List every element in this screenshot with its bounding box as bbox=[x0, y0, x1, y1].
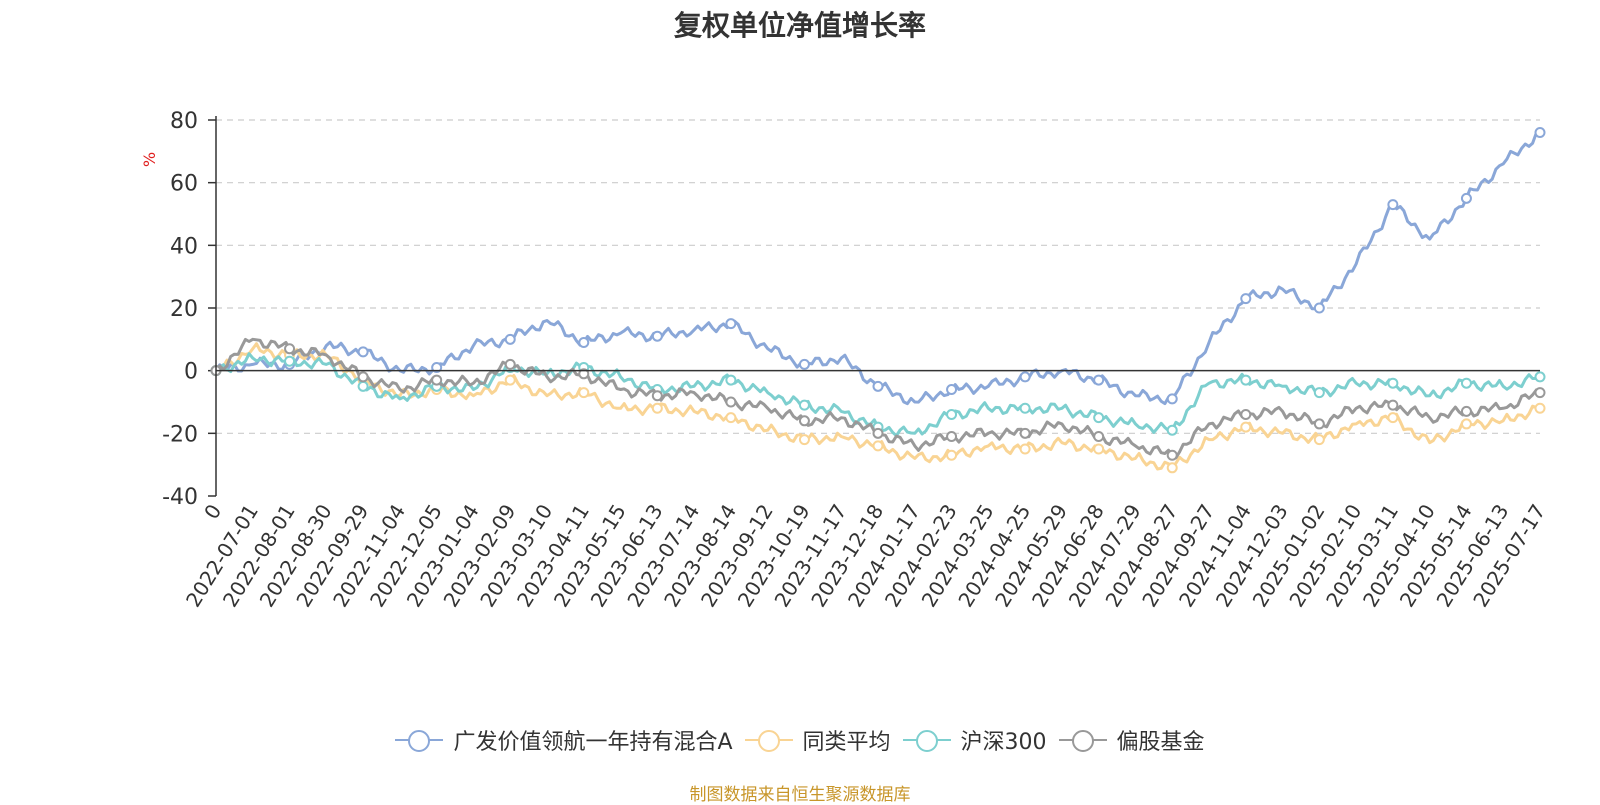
data-point bbox=[504, 374, 516, 386]
data-point bbox=[872, 427, 884, 439]
data-point bbox=[798, 415, 810, 427]
legend: 广发价值领航一年持有混合A 同类平均 沪深300 偏股基金 bbox=[0, 724, 1600, 756]
y-axis-ticks: 80 60 40 20 0 -20 -40 bbox=[162, 109, 216, 510]
data-point bbox=[872, 440, 884, 452]
legend-label: 同类平均 bbox=[802, 730, 891, 755]
data-point bbox=[1534, 387, 1546, 399]
data-point bbox=[1166, 393, 1178, 405]
y-tick-label: 20 bbox=[170, 297, 198, 322]
data-point bbox=[798, 399, 810, 411]
legend-marker-icon bbox=[395, 730, 444, 752]
series-2 bbox=[210, 352, 1546, 438]
legend-marker-icon bbox=[744, 730, 793, 752]
legend-marker-icon bbox=[902, 730, 951, 752]
data-point bbox=[1019, 427, 1031, 439]
data-point bbox=[1093, 430, 1105, 442]
data-point bbox=[1534, 402, 1546, 414]
data-point bbox=[946, 383, 958, 395]
data-point bbox=[798, 434, 810, 446]
data-point bbox=[504, 358, 516, 370]
data-point bbox=[1240, 293, 1252, 305]
data-point bbox=[1460, 377, 1472, 389]
data-point bbox=[946, 449, 958, 461]
legend-item-0[interactable]: 广发价值领航一年持有混合A bbox=[395, 724, 733, 756]
x-axis-ticks: 02022-07-012022-08-012022-08-302022-09-2… bbox=[181, 500, 1550, 611]
data-point bbox=[1093, 443, 1105, 455]
data-point bbox=[1387, 199, 1399, 211]
data-point bbox=[1093, 412, 1105, 424]
grid-lines bbox=[216, 119, 1540, 434]
data-point bbox=[1313, 302, 1325, 314]
data-point bbox=[798, 358, 810, 370]
data-point bbox=[1387, 399, 1399, 411]
data-point bbox=[284, 355, 296, 367]
legend-item-2[interactable]: 沪深300 bbox=[902, 724, 1047, 756]
source-note: 制图数据来自恒生聚源数据库 bbox=[689, 785, 911, 805]
data-point bbox=[1240, 374, 1252, 386]
data-point bbox=[1240, 409, 1252, 421]
data-point bbox=[1019, 443, 1031, 455]
data-point bbox=[725, 412, 737, 424]
data-point bbox=[1313, 387, 1325, 399]
series-line bbox=[214, 337, 1541, 460]
data-point bbox=[946, 430, 958, 442]
y-tick-label: -20 bbox=[162, 422, 198, 447]
data-point bbox=[357, 346, 369, 358]
data-point bbox=[1019, 402, 1031, 414]
data-point bbox=[578, 336, 590, 348]
legend-item-3[interactable]: 偏股基金 bbox=[1058, 724, 1205, 756]
legend-label: 沪深300 bbox=[960, 730, 1047, 755]
legend-marker-icon bbox=[1058, 730, 1107, 752]
data-point bbox=[1387, 377, 1399, 389]
data-point bbox=[504, 333, 516, 345]
y-tick-label: 40 bbox=[170, 234, 198, 259]
data-point bbox=[946, 409, 958, 421]
data-point bbox=[872, 380, 884, 392]
data-point bbox=[357, 380, 369, 392]
y-tick-label: 80 bbox=[170, 109, 198, 134]
data-point bbox=[357, 371, 369, 383]
data-point bbox=[1093, 374, 1105, 386]
chart-title: 复权单位净值增长率 bbox=[673, 9, 926, 42]
series-lines bbox=[210, 127, 1546, 474]
data-point bbox=[1460, 405, 1472, 417]
y-tick-label: 60 bbox=[170, 172, 198, 197]
y-tick-label: -40 bbox=[162, 485, 198, 510]
data-point bbox=[725, 374, 737, 386]
data-point bbox=[1387, 412, 1399, 424]
legend-label: 偏股基金 bbox=[1116, 730, 1205, 755]
data-point bbox=[284, 343, 296, 355]
data-point bbox=[651, 390, 663, 402]
data-point bbox=[725, 396, 737, 408]
data-point bbox=[725, 318, 737, 330]
data-point bbox=[1534, 371, 1546, 383]
data-point bbox=[1460, 192, 1472, 204]
data-point bbox=[1460, 418, 1472, 430]
y-tick-label: 0 bbox=[184, 360, 198, 385]
line-chart: 80 60 40 20 0 -20 -40 02022-07-012022-08-01202… bbox=[162, 109, 1550, 611]
data-point bbox=[651, 402, 663, 414]
axes bbox=[215, 116, 1540, 496]
x-tick-label: 0 bbox=[199, 500, 226, 524]
data-point bbox=[1313, 434, 1325, 446]
data-point bbox=[1313, 418, 1325, 430]
data-point bbox=[1240, 421, 1252, 433]
data-point bbox=[1019, 371, 1031, 383]
data-point bbox=[1534, 127, 1546, 139]
series-line bbox=[214, 131, 1541, 406]
data-point bbox=[1166, 449, 1178, 461]
data-point bbox=[431, 374, 443, 386]
legend-label: 广发价值领航一年持有混合A bbox=[453, 730, 733, 755]
series-0 bbox=[210, 127, 1546, 406]
legend-item-1[interactable]: 同类平均 bbox=[744, 724, 891, 756]
data-point bbox=[578, 368, 590, 380]
data-point bbox=[1166, 462, 1178, 474]
data-point bbox=[1166, 424, 1178, 436]
data-point bbox=[651, 330, 663, 342]
data-point bbox=[578, 387, 590, 399]
data-point bbox=[431, 362, 443, 374]
